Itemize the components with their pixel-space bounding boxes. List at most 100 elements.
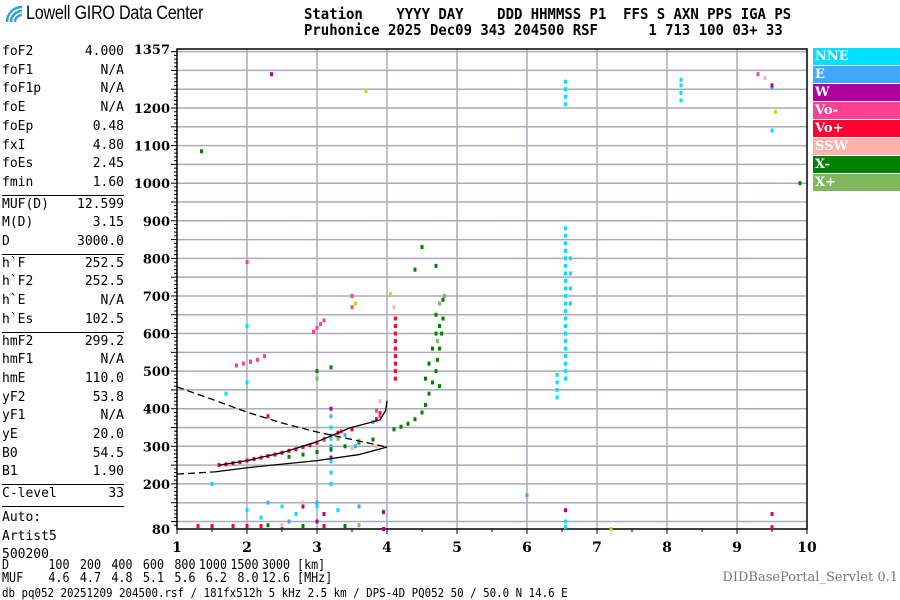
echo-point-nne	[280, 504, 284, 509]
param-row: yF2 53.8	[2, 390, 124, 408]
echo-point-xminus	[434, 369, 438, 374]
distance-value: 3000	[261, 558, 290, 573]
param-name: C-level	[2, 486, 57, 502]
muf-value: 4.7	[79, 571, 101, 586]
echo-point-nne	[564, 308, 567, 313]
echo-point-vominus	[375, 408, 378, 413]
echo-point-e	[525, 493, 529, 498]
distance-row: D 100 200 400 600 800 1000 1500 3000 [km]	[2, 558, 325, 573]
echo-point-other	[609, 527, 613, 531]
param-value: 110.0	[84, 370, 124, 386]
param-row: M(D) 3.15	[2, 215, 124, 233]
echo-point-vominus	[350, 293, 354, 298]
y-tick-label: 900	[143, 215, 170, 230]
param-name: foEp	[2, 118, 34, 134]
echo-point-xminus	[420, 245, 424, 250]
y-tick-label: 1200	[134, 102, 170, 117]
echo-point-xminus	[315, 449, 319, 454]
echo-point-voplus	[210, 523, 214, 528]
echo-point-nne	[564, 94, 567, 99]
param-row: foF1 N/A	[2, 63, 124, 81]
param-name: B1	[2, 464, 18, 480]
model-curve-dashed	[176, 386, 388, 448]
param-row: foEs 2.45	[2, 156, 124, 174]
param-name: fxI	[2, 137, 26, 153]
echo-point-voplus	[350, 427, 354, 432]
echo-point-voplus	[393, 324, 397, 329]
param-row: B1 1.90	[2, 464, 124, 482]
param-value: 102.5	[84, 311, 124, 327]
param-row: hmE 110.0	[2, 371, 124, 389]
echo-point-xminus	[427, 361, 431, 366]
echo-point-other	[354, 301, 357, 306]
param-value: 3000.0	[77, 234, 124, 249]
param-value: 3.15	[92, 215, 124, 231]
separator	[2, 505, 124, 507]
echo-point-vominus	[256, 357, 259, 362]
echo-point-nne	[568, 271, 572, 276]
echo-point-xminus	[441, 297, 445, 302]
echo-point-e	[315, 500, 319, 505]
muf-value: 4.6	[48, 571, 70, 586]
echo-point-w	[270, 72, 273, 77]
echo-point-nne	[568, 256, 572, 261]
y-tick-label: 800	[143, 252, 170, 267]
legend: NNE E W Vo- Vo+ SSW X- X+	[813, 48, 900, 192]
echo-point-nne	[336, 508, 340, 513]
echo-point-nne	[329, 470, 333, 475]
echo-point-xminus	[343, 444, 347, 449]
echo-point-nne	[210, 481, 214, 486]
echo-point-nne	[564, 102, 567, 107]
echo-point-w	[329, 455, 333, 460]
echo-point-voplus	[245, 523, 249, 528]
muf-value: 12.6	[261, 571, 290, 586]
echo-point-vominus	[315, 325, 319, 330]
autoscaling-note: 500200	[2, 547, 49, 563]
distance-value: 600	[142, 558, 164, 573]
x-tick-label: 1	[172, 540, 182, 556]
echo-point-vominus	[263, 354, 266, 359]
echo-point-xminus	[301, 523, 305, 528]
distance-label: D	[2, 558, 10, 573]
distance-value: 100	[48, 558, 70, 573]
echo-point-nne	[564, 278, 567, 283]
echo-point-xminus	[441, 316, 445, 321]
echo-point-nne	[564, 233, 567, 238]
echo-point-xminus	[392, 427, 396, 432]
echo-point-nne	[564, 346, 567, 351]
autoscaling-note: Artist5	[2, 528, 57, 544]
echo-point-nne	[568, 286, 572, 291]
param-value: N/A	[100, 81, 124, 97]
param-name: hmF1	[2, 352, 34, 368]
echo-point-nne	[564, 248, 567, 253]
muf-unit: [MHz]	[297, 571, 333, 586]
echo-point-w	[564, 508, 567, 513]
echo-point-w	[329, 406, 333, 411]
distance-value: 800	[174, 558, 196, 573]
echo-point-xplus	[442, 293, 446, 298]
echo-point-nne	[564, 331, 567, 336]
echo-point-nne	[564, 369, 567, 374]
echo-point-nne	[329, 436, 333, 441]
param-name: h`Es	[2, 311, 34, 327]
footer-info: db pq052 20251209 204500.rsf / 181fx512h…	[2, 586, 568, 600]
echo-point-vominus	[350, 305, 354, 310]
echo-point-voplus	[393, 376, 397, 381]
param-name: yF2	[2, 389, 26, 405]
echo-point-w	[382, 527, 385, 531]
echo-point-nne	[564, 376, 567, 381]
echo-point-nne	[564, 324, 567, 329]
echo-point-ssw	[350, 446, 354, 451]
echo-point-xminus	[406, 421, 410, 426]
echo-point-voplus	[301, 445, 305, 450]
y-tick-label: 1100	[134, 140, 170, 155]
echo-point-nne	[315, 504, 319, 509]
ionogram-chart: 1357120011001000900800700600500400300200…	[134, 43, 817, 556]
muf-label: MUF	[2, 571, 24, 586]
echo-point-xminus	[287, 454, 291, 459]
param-name: B0	[2, 445, 18, 461]
x-tick-label: 4	[382, 540, 392, 556]
echo-point-w	[315, 519, 319, 524]
x-tick-label: 2	[242, 540, 252, 556]
